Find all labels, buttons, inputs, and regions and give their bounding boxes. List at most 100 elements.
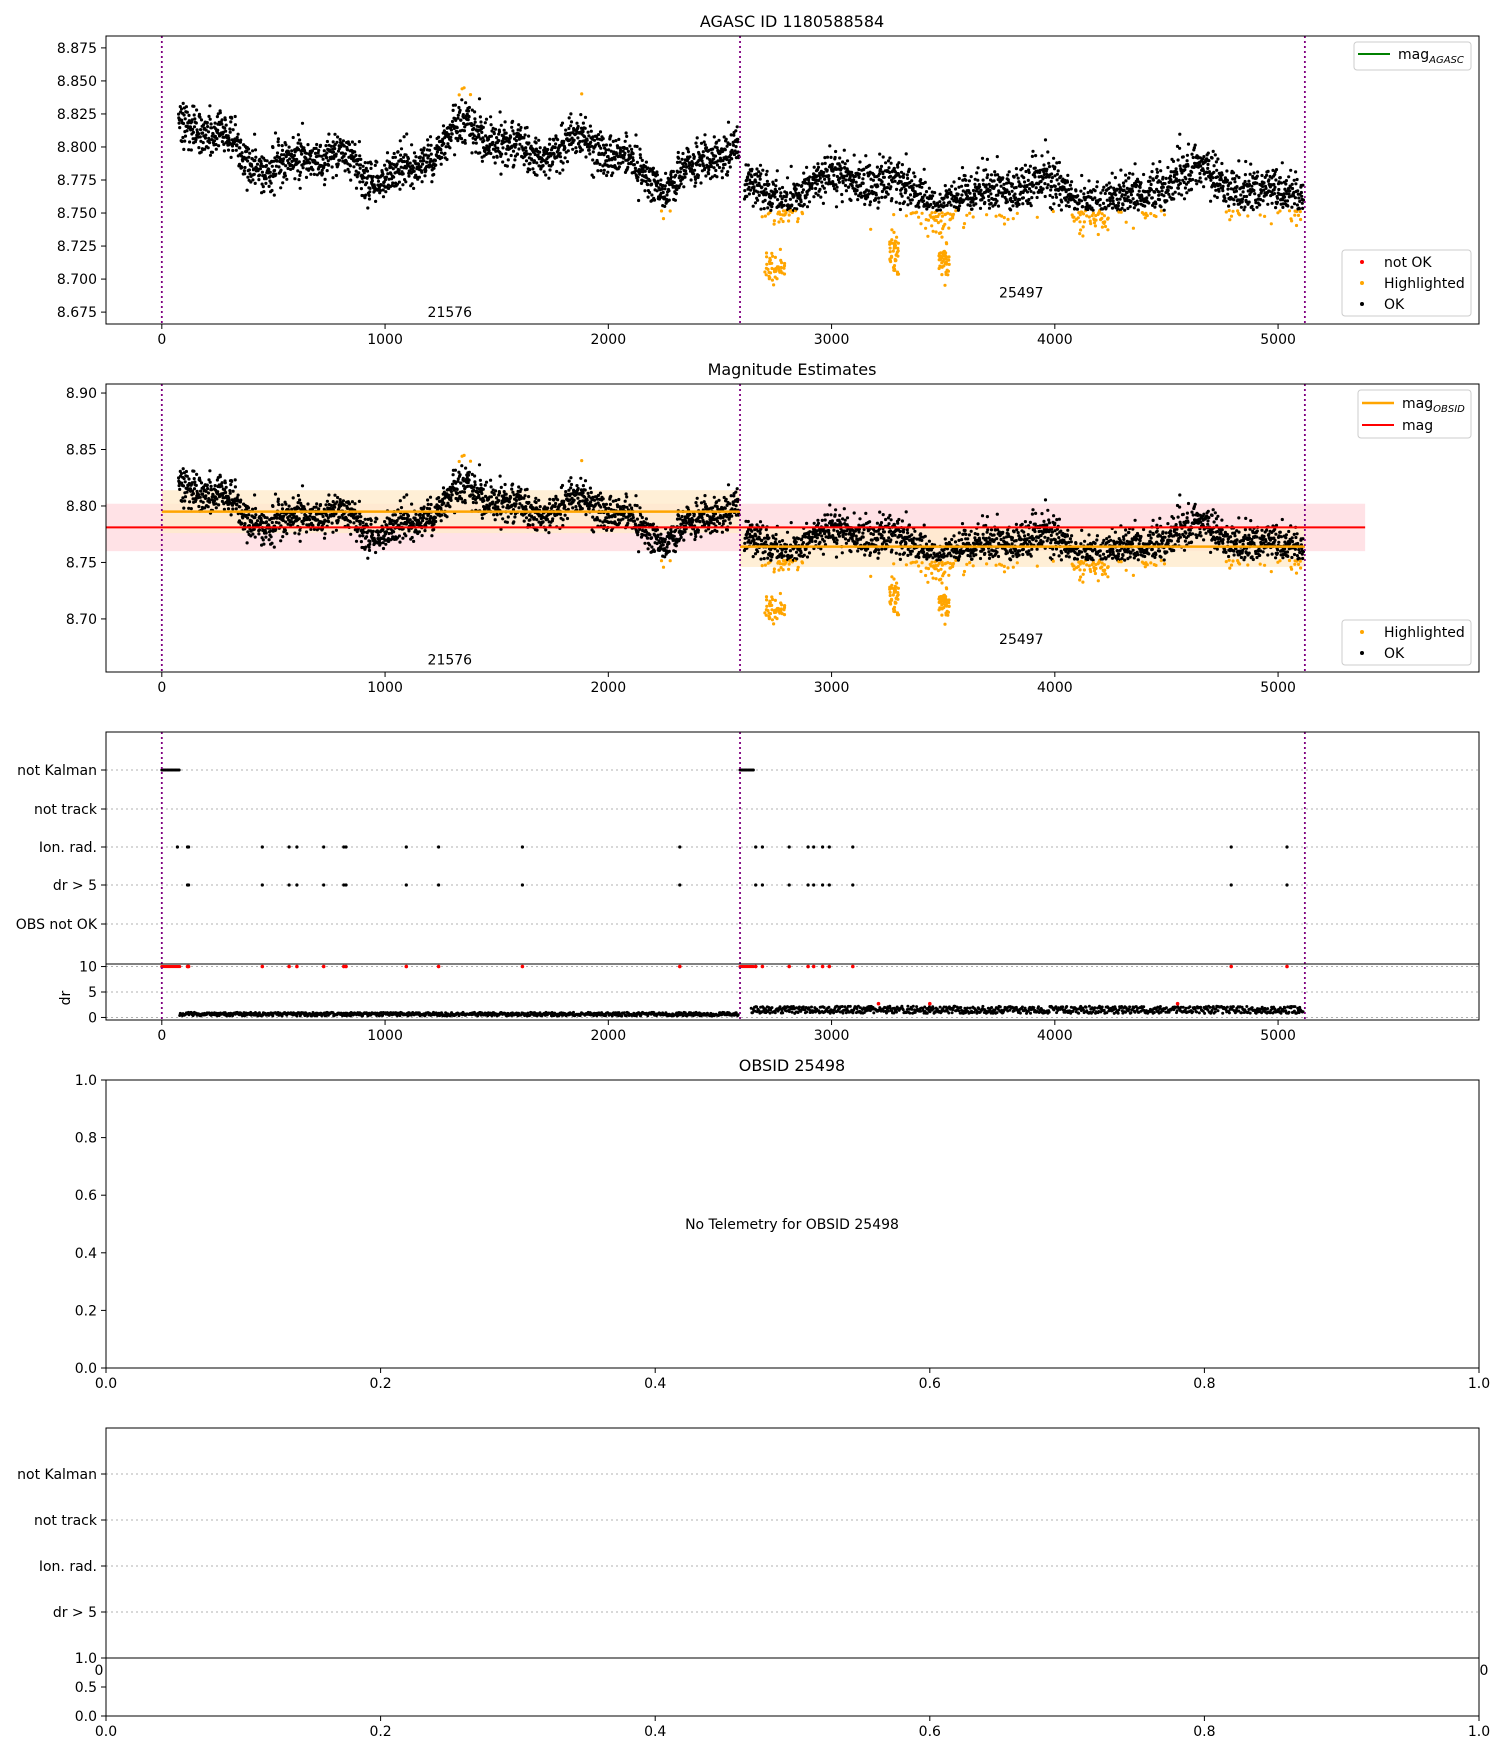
ok-point-645 (364, 193, 368, 197)
ok-point-3850 (1299, 190, 1303, 195)
ok-point-75 (198, 495, 202, 499)
ok-point-518 (327, 132, 331, 136)
ok-point-3558 (1215, 168, 1219, 172)
ok-point-401 (293, 177, 297, 181)
ok-point-2976 (1046, 150, 1050, 154)
ok-point-10 (179, 107, 184, 111)
ok-point-2170 (812, 195, 816, 199)
ok-point-2605 (938, 192, 942, 196)
ok-point-2956 (1040, 154, 1044, 158)
ok-point-1373 (575, 121, 579, 125)
ok-point-3854 (1301, 206, 1305, 210)
ok-point-1343 (566, 149, 570, 153)
ok-point-1839 (710, 175, 714, 179)
ok-point-1163 (514, 142, 518, 146)
highlighted-point-3975 (940, 235, 944, 239)
ok-point-713 (383, 178, 388, 182)
ok-point-3545 (1211, 176, 1215, 180)
ok-point-2249 (835, 189, 839, 193)
ok-point-846 (422, 146, 426, 150)
ok-point-178 (228, 130, 232, 134)
ok-point-1561 (630, 147, 634, 151)
ok-point-79 (199, 481, 204, 485)
ok-point-818 (414, 155, 418, 159)
ok-point-1210 (528, 168, 532, 172)
ok-point-2515 (912, 183, 916, 187)
ok-point-3538 (1209, 178, 1213, 182)
ok-point-2712 (969, 175, 973, 179)
ok-point-1745 (683, 175, 687, 179)
ok-point-2487 (904, 189, 908, 193)
ok-point-904 (439, 148, 443, 152)
ok-point-1278 (547, 142, 552, 146)
highlighted-point-1664 (659, 209, 664, 213)
ok-point-3566 (1217, 189, 1221, 193)
ok-point-1108 (498, 110, 502, 114)
ok-point-513 (325, 139, 329, 144)
ok-point-3306 (1142, 172, 1146, 177)
ok-point-1836 (709, 164, 714, 169)
ok-point-544 (334, 173, 338, 178)
ok-point-1773 (691, 162, 695, 166)
ok-point-3200 (1111, 196, 1115, 200)
ok-point-1859 (716, 159, 720, 163)
ok-point-3759 (1273, 185, 1277, 189)
ok-point-2623 (943, 184, 947, 188)
highlighted-point-3183 (1106, 228, 1110, 232)
ok-point-2016 (767, 192, 771, 196)
ok-point-1741 (682, 185, 686, 189)
ok-point-1781 (693, 177, 698, 181)
ok-point-1952 (749, 188, 753, 192)
ok-point-2916 (1028, 164, 1032, 168)
ok-point-1630 (650, 182, 654, 186)
ok-point-2911 (1027, 197, 1031, 202)
ok-point-3352 (1155, 167, 1159, 171)
obsid-label-25497: 25497 (999, 285, 1044, 301)
ok-point-399 (292, 153, 296, 158)
ok-point-112 (209, 122, 213, 126)
highlighted-point-3987 (944, 241, 949, 245)
ok-point-2280 (844, 178, 848, 182)
ok-point-353 (279, 168, 283, 172)
ok-point-3459 (1186, 164, 1190, 168)
ok-point-592 (348, 164, 352, 168)
ok-point-3384 (1164, 176, 1168, 180)
ok-point-718 (385, 168, 389, 172)
ok-point-873 (430, 534, 434, 538)
ok-point-144 (218, 111, 222, 115)
ok-point-432 (302, 146, 306, 150)
ok-point-3475 (1191, 178, 1195, 182)
ok-point-3377 (1162, 208, 1166, 212)
ok-point-1676 (663, 187, 667, 191)
ok-point-511 (325, 151, 329, 155)
ok-point-3340 (1151, 178, 1155, 182)
ok-point-913 (441, 124, 446, 128)
ok-point-162 (224, 129, 228, 133)
ok-point-1256 (541, 164, 545, 168)
ok-point-3233 (1120, 193, 1124, 197)
ok-point-3576 (1220, 161, 1224, 166)
ok-point-1423 (590, 144, 594, 148)
ok-point-149 (220, 484, 224, 488)
ok-point-582 (345, 148, 350, 152)
ok-point-1976 (756, 198, 760, 202)
highlighted-point-3944 (888, 246, 892, 250)
ok-point-3689 (1253, 192, 1257, 196)
ok-point-1324 (561, 168, 565, 172)
ok-point-1172 (517, 123, 521, 127)
ok-point-1498 (611, 139, 615, 143)
ok-point-1467 (602, 168, 606, 172)
highlighted-point-2871 (1015, 211, 1019, 215)
highlighted-point-2531 (917, 215, 921, 219)
ok-point-1242 (537, 164, 541, 168)
ok-point-705 (381, 188, 385, 192)
ok-point-786 (405, 132, 409, 136)
ok-point-550 (336, 162, 340, 166)
ok-point-502 (322, 149, 326, 153)
ok-point-1862 (717, 138, 721, 142)
ok-point-3730 (1265, 173, 1269, 177)
ok-point-813 (412, 151, 417, 155)
ok-point-2290 (847, 185, 851, 189)
ok-point-1566 (631, 152, 635, 156)
ok-point-1601 (641, 166, 645, 170)
